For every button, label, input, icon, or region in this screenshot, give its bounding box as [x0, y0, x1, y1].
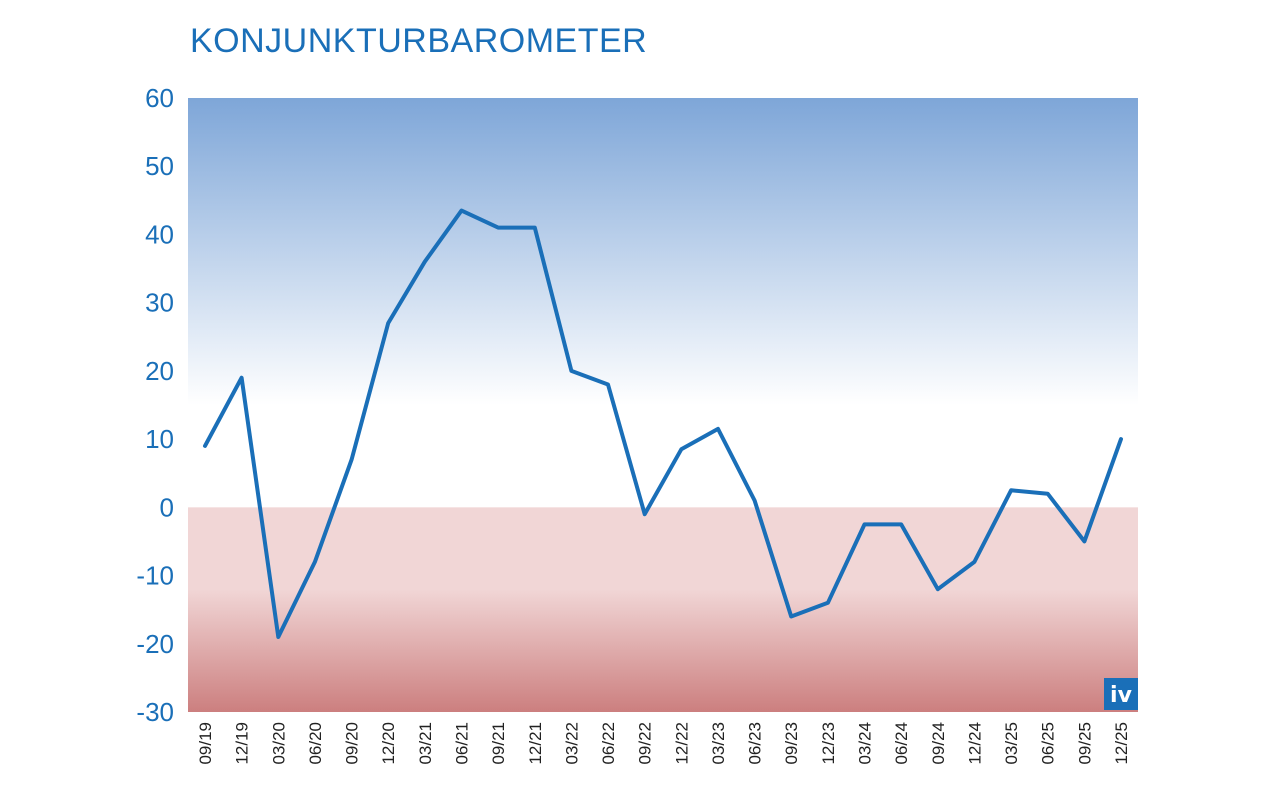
x-tick-label: 09/20	[343, 722, 362, 765]
x-tick-label: 03/23	[709, 722, 728, 765]
y-tick-label: -30	[136, 697, 174, 727]
y-tick-label: -10	[136, 561, 174, 591]
x-tick-label: 06/24	[892, 722, 911, 765]
x-tick-label: 03/20	[269, 722, 288, 765]
y-tick-label: 10	[145, 424, 174, 454]
x-tick-label: 12/20	[379, 722, 398, 765]
y-tick-label: 0	[160, 492, 174, 522]
x-tick-label: 06/25	[1039, 722, 1058, 765]
iv-logo-text: iv	[1110, 683, 1133, 708]
y-tick-label: -20	[136, 629, 174, 659]
positive-background-area	[188, 98, 1138, 508]
x-tick-label: 12/21	[526, 722, 545, 765]
x-tick-label: 06/20	[306, 722, 325, 765]
y-tick-label: 30	[145, 288, 174, 318]
iv-logo-badge: iv	[1104, 678, 1138, 710]
y-tick-label: 40	[145, 219, 174, 249]
x-tick-label: 06/22	[599, 722, 618, 765]
x-tick-label: 03/24	[856, 722, 875, 765]
series-line	[203, 208, 1123, 639]
x-tick-label: 03/25	[1002, 722, 1021, 765]
x-tick-label: 12/19	[233, 722, 252, 765]
x-tick-label: 06/21	[452, 722, 471, 765]
x-tick-label: 09/19	[196, 722, 215, 765]
x-tick-label: 09/21	[489, 722, 508, 765]
x-tick-label: 03/22	[562, 722, 581, 765]
x-tick-label: 12/24	[965, 722, 984, 765]
x-tick-label: 12/25	[1112, 722, 1131, 765]
x-axis-ticks: 09/19 12/19 03/20 06/20 09/20 12/20 03/21 06/21…	[196, 722, 1131, 765]
x-tick-label: 03/21	[416, 722, 435, 765]
x-tick-label: 06/23	[746, 722, 765, 765]
negative-background-area	[188, 507, 1138, 712]
y-axis-ticks: 60 50 40 30 20 10 0 -10 -20 -30	[136, 83, 174, 727]
x-tick-label: 09/22	[636, 722, 655, 765]
x-tick-label: 12/22	[672, 722, 691, 765]
y-tick-label: 20	[145, 356, 174, 386]
x-tick-label: 09/25	[1075, 722, 1094, 765]
y-tick-label: 50	[145, 151, 174, 181]
x-tick-label: 12/23	[819, 722, 838, 765]
x-tick-label: 09/23	[782, 722, 801, 765]
y-tick-label: 60	[145, 83, 174, 113]
x-tick-label: 09/24	[929, 722, 948, 765]
chart-title: KONJUNKTURBAROMETER	[190, 22, 648, 60]
